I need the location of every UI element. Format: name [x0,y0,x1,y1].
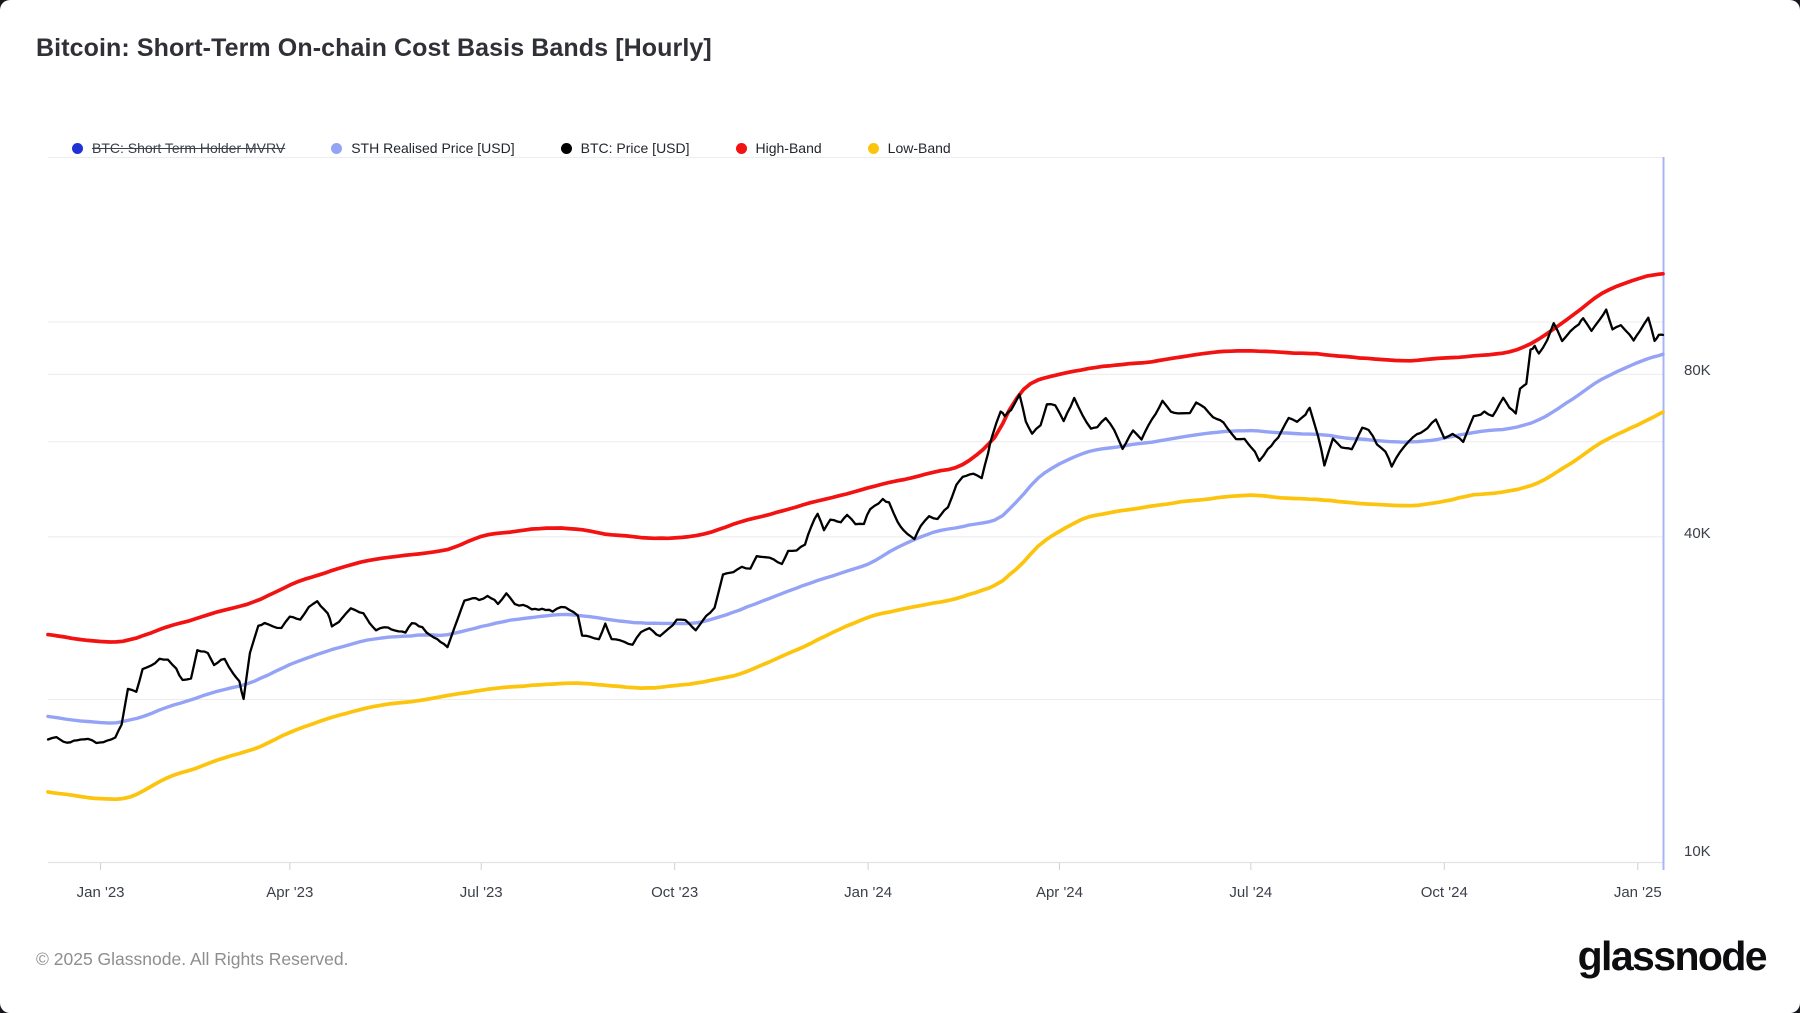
series-line-high-band [46,271,1665,644]
x-axis-label: Apr '23 [266,884,314,901]
legend-dot-sth-mvrv [72,142,83,154]
legend-dot-high-band [735,142,747,154]
x-axis-label: Oct '23 [651,884,699,901]
y-axis-label: 80K [1684,362,1711,380]
legend-dot-low-band [867,142,879,154]
series-line-btc-price-usd- [46,308,1665,745]
x-axis-label: Jan '25 [1613,884,1662,901]
y-axis-label: 40K [1684,524,1711,542]
axis-lines [48,157,1665,870]
series-line-sth-realised-price-usd- [46,352,1665,725]
legend-label-low-band: Low-Band [887,140,951,156]
legend-label-sth-mvrv: BTC: Short Term Holder MVRV [92,140,286,156]
x-axis-label: Oct '24 [1420,884,1468,901]
series-line-low-band [46,410,1665,802]
glassnode-logo: glassnode [1577,933,1768,979]
legend-item-sth-realised-price[interactable]: STH Realised Price [USD] [331,140,515,156]
legend-dot-btc-price [560,142,572,154]
gridlines [48,157,1663,700]
y-axis-label: 10K [1684,843,1711,860]
series-lines [46,271,1665,802]
x-axis-label: Jul '24 [1229,884,1273,901]
x-axis-label: Apr '24 [1035,884,1083,901]
x-axis-label: Jan '23 [76,884,125,901]
page-title: Bitcoin: Short-Term On-chain Cost Basis … [36,34,712,62]
x-axis-label: Jan '24 [844,884,893,901]
legend-item-btc-price[interactable]: BTC: Price [USD] [560,140,690,156]
legend-label-sth-realised-price: STH Realised Price [USD] [351,140,515,156]
x-axis-label: Jul '23 [459,884,503,901]
chart-legend: BTC: Short Term Holder MVRV STH Realised… [72,137,951,159]
legend-dot-sth-realised-price [331,142,343,154]
legend-item-low-band[interactable]: Low-Band [867,140,951,156]
legend-item-high-band[interactable]: High-Band [735,140,822,156]
legend-label-btc-price: BTC: Price [USD] [580,140,690,156]
copyright-text: © 2025 Glassnode. All Rights Reserved. [36,949,349,969]
legend-item-sth-mvrv[interactable]: BTC: Short Term Holder MVRV [72,140,285,156]
legend-label-high-band: High-Band [755,140,822,156]
